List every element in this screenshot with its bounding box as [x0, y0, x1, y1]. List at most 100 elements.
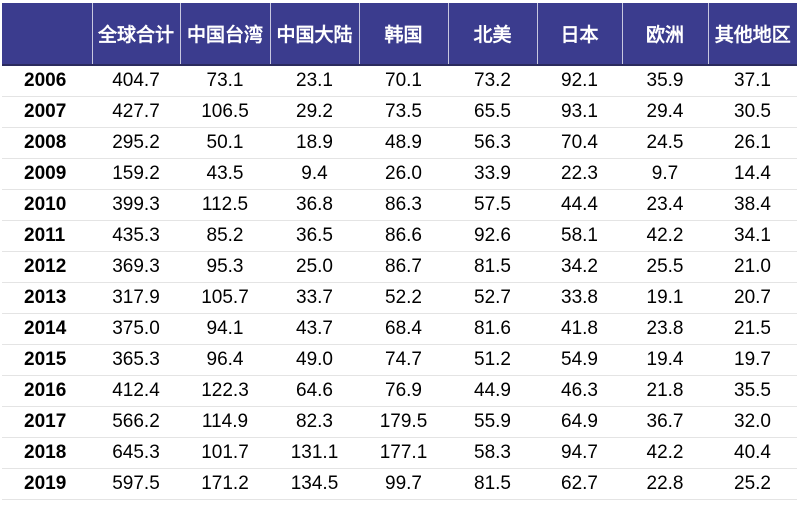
year-cell: 2012 [2, 251, 92, 283]
value-cell: 159.2 [92, 158, 180, 190]
year-cell: 2015 [2, 344, 92, 376]
column-header: 日本 [536, 3, 622, 65]
value-cell: 52.7 [448, 282, 537, 314]
table-body: 2006 404.7 73.1 23.1 70.1 73.2 92.1 35.9 37.1 200… [2, 64, 797, 500]
value-cell: 33.9 [448, 158, 537, 190]
value-cell: 73.2 [448, 64, 537, 97]
year-cell: 2010 [2, 189, 92, 221]
value-cell: 33.8 [537, 282, 622, 314]
table-row: 2015 365.3 96.4 49.0 74.7 51.2 54.9 19.4 19.7 [2, 344, 797, 376]
value-cell: 81.5 [448, 468, 537, 500]
value-cell: 412.4 [92, 375, 180, 407]
value-cell: 94.7 [537, 437, 622, 469]
value-cell: 295.2 [92, 127, 180, 159]
value-cell: 46.3 [537, 375, 622, 407]
value-cell: 55.9 [448, 406, 537, 438]
value-cell: 40.4 [708, 437, 797, 469]
value-cell: 50.1 [180, 127, 270, 159]
table-row: 2006 404.7 73.1 23.1 70.1 73.2 92.1 35.9 37.1 [2, 64, 797, 97]
value-cell: 64.9 [537, 406, 622, 438]
data-table: 全球合计 中国台湾 中国大陆 韩国 北美 日本 欧洲 其他地区 2006 404.7 73.1 23… [2, 3, 797, 500]
year-cell: 2006 [2, 64, 92, 97]
year-cell: 2019 [2, 468, 92, 500]
column-header: 欧洲 [621, 3, 708, 65]
value-cell: 19.1 [622, 282, 708, 314]
value-cell: 171.2 [180, 468, 270, 500]
year-cell: 2017 [2, 406, 92, 438]
value-cell: 70.1 [359, 64, 448, 97]
value-cell: 65.5 [448, 96, 537, 128]
value-cell: 96.4 [180, 344, 270, 376]
value-cell: 24.5 [622, 127, 708, 159]
value-cell: 86.3 [359, 189, 448, 221]
column-header: 中国台湾 [179, 3, 270, 65]
value-cell: 29.4 [622, 96, 708, 128]
value-cell: 48.9 [359, 127, 448, 159]
value-cell: 73.1 [180, 64, 270, 97]
value-cell: 131.1 [270, 437, 359, 469]
header-row: 全球合计 中国台湾 中国大陆 韩国 北美 日本 欧洲 其他地区 [2, 3, 797, 65]
year-cell: 2008 [2, 127, 92, 159]
column-header: 全球合计 [91, 3, 180, 65]
value-cell: 566.2 [92, 406, 180, 438]
value-cell: 105.7 [180, 282, 270, 314]
value-cell: 122.3 [180, 375, 270, 407]
column-header: 韩国 [358, 3, 448, 65]
value-cell: 41.8 [537, 313, 622, 345]
table-row: 2011 435.3 85.2 36.5 86.6 92.6 58.1 42.2 34.1 [2, 220, 797, 252]
value-cell: 317.9 [92, 282, 180, 314]
year-cell: 2011 [2, 220, 92, 252]
value-cell: 14.4 [708, 158, 797, 190]
value-cell: 22.3 [537, 158, 622, 190]
value-cell: 73.5 [359, 96, 448, 128]
value-cell: 57.5 [448, 189, 537, 221]
table-row: 2017 566.2 114.9 82.3 179.5 55.9 64.9 36.7 32.0 [2, 406, 797, 438]
year-cell: 2007 [2, 96, 92, 128]
value-cell: 29.2 [270, 96, 359, 128]
value-cell: 25.2 [708, 468, 797, 500]
value-cell: 86.7 [359, 251, 448, 283]
table-row: 2013 317.9 105.7 33.7 52.2 52.7 33.8 19.1 20.7 [2, 282, 797, 314]
value-cell: 81.5 [448, 251, 537, 283]
value-cell: 64.6 [270, 375, 359, 407]
value-cell: 19.4 [622, 344, 708, 376]
value-cell: 21.8 [622, 375, 708, 407]
column-header: 其他地区 [707, 3, 797, 65]
value-cell: 95.3 [180, 251, 270, 283]
value-cell: 435.3 [92, 220, 180, 252]
table-row: 2009 159.2 43.5 9.4 26.0 33.9 22.3 9.7 14.4 [2, 158, 797, 190]
value-cell: 94.1 [180, 313, 270, 345]
table-row: 2014 375.0 94.1 43.7 68.4 81.6 41.8 23.8 21.5 [2, 313, 797, 345]
year-cell: 2014 [2, 313, 92, 345]
value-cell: 35.5 [708, 375, 797, 407]
corner-cell [2, 3, 92, 65]
value-cell: 42.2 [622, 437, 708, 469]
value-cell: 54.9 [537, 344, 622, 376]
value-cell: 51.2 [448, 344, 537, 376]
value-cell: 43.5 [180, 158, 270, 190]
value-cell: 114.9 [180, 406, 270, 438]
value-cell: 43.7 [270, 313, 359, 345]
value-cell: 23.1 [270, 64, 359, 97]
table-row: 2012 369.3 95.3 25.0 86.7 81.5 34.2 25.5 21.0 [2, 251, 797, 283]
value-cell: 34.1 [708, 220, 797, 252]
value-cell: 38.4 [708, 189, 797, 221]
value-cell: 375.0 [92, 313, 180, 345]
value-cell: 179.5 [359, 406, 448, 438]
value-cell: 25.5 [622, 251, 708, 283]
year-cell: 2013 [2, 282, 92, 314]
page-body: {"table": { "headers": ["全球合计", "中国台湾", … [0, 3, 800, 505]
value-cell: 36.5 [270, 220, 359, 252]
column-header: 北美 [447, 3, 537, 65]
value-cell: 34.2 [537, 251, 622, 283]
value-cell: 21.5 [708, 313, 797, 345]
year-cell: 2016 [2, 375, 92, 407]
value-cell: 56.3 [448, 127, 537, 159]
value-cell: 36.8 [270, 189, 359, 221]
value-cell: 82.3 [270, 406, 359, 438]
value-cell: 30.5 [708, 96, 797, 128]
value-cell: 36.7 [622, 406, 708, 438]
value-cell: 9.4 [270, 158, 359, 190]
year-cell: 2009 [2, 158, 92, 190]
